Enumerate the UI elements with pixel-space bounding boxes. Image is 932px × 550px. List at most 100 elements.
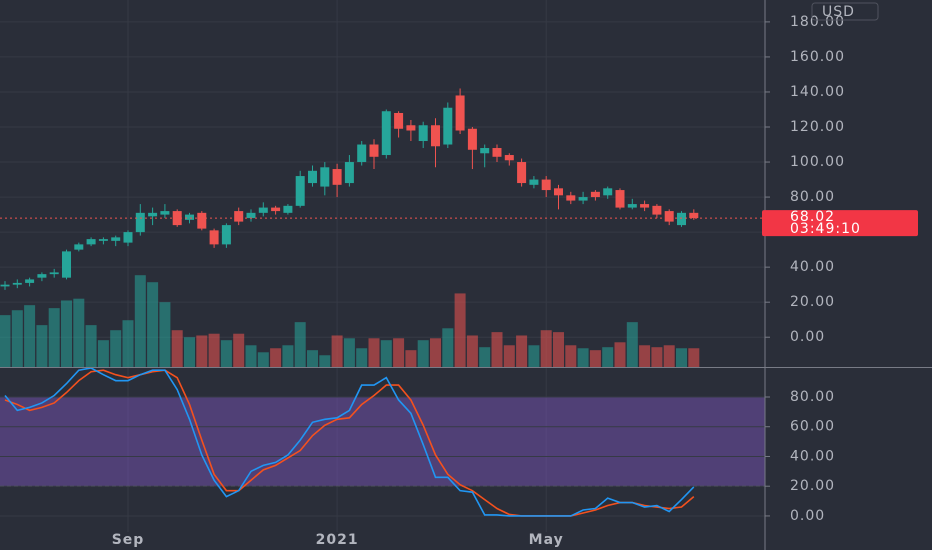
y-tick-label: 0.00: [790, 508, 825, 524]
volume-bar: [147, 282, 159, 367]
candle-body: [12, 282, 22, 285]
plot-layer: 0.00 20.00 40.00 60.00 80.00 100.00 120.00 140.…: [0, 0, 845, 532]
volume-bar: [171, 330, 183, 367]
volume-bar: [380, 340, 392, 367]
y-tick-label: 60.00: [790, 419, 835, 435]
candle-body: [603, 188, 613, 196]
candle-body: [0, 284, 10, 287]
volume-bar: [307, 350, 318, 367]
volume-bar: [184, 337, 195, 367]
candle-body: [529, 179, 539, 185]
candle-body: [492, 148, 502, 157]
volume-bar: [343, 338, 355, 367]
candle-body: [49, 272, 59, 275]
candle-body: [74, 244, 84, 250]
volume-bar: [110, 330, 122, 367]
candle-body: [406, 125, 416, 131]
candle-body: [283, 205, 293, 213]
candle-body: [467, 128, 477, 150]
last-price-box: [762, 210, 918, 237]
volume-bar: [454, 293, 466, 367]
candle-body: [135, 212, 145, 233]
last-price-label: 68.02: [790, 209, 835, 225]
candle-body: [332, 169, 342, 185]
volume-bar: [540, 330, 552, 367]
volume-bar: [368, 338, 380, 367]
candle-body: [258, 207, 268, 213]
volume-bar: [430, 338, 441, 367]
candle-body: [443, 107, 453, 145]
candle-body: [615, 190, 625, 208]
candle-body: [234, 211, 244, 222]
volume-bar: [663, 345, 675, 367]
volume-bar: [159, 302, 171, 367]
volume-bar: [405, 350, 417, 367]
candle-body: [86, 239, 96, 245]
volume-bar: [85, 325, 97, 367]
y-tick-label: 160.00: [790, 49, 845, 65]
volume-bar: [61, 300, 72, 367]
volume-bar: [196, 335, 208, 367]
band-fill: [0, 396, 765, 487]
candle-body: [554, 188, 563, 196]
candle-body: [344, 162, 354, 184]
y-tick-label: 80.00: [790, 389, 835, 405]
candle-body: [308, 170, 317, 184]
volume-bar: [134, 275, 146, 367]
candle-body: [418, 125, 428, 142]
currency-box: [811, 2, 879, 21]
volume-bar: [589, 350, 601, 367]
candle-body: [172, 211, 182, 226]
volume-bar: [48, 308, 60, 367]
y-tick-label: 40.00: [790, 259, 835, 275]
candle-body: [246, 212, 256, 219]
volume-bar: [503, 345, 515, 367]
volume-bar: [479, 347, 491, 367]
y-tick-label: 100.00: [790, 154, 845, 170]
volume-bar: [11, 310, 23, 367]
candle-body: [98, 239, 108, 241]
y-tick-label: 180.00: [790, 14, 845, 30]
candle-body: [504, 155, 514, 161]
volume-bar: [294, 322, 306, 367]
volume-bar: [602, 347, 614, 367]
volume-bar: [614, 342, 626, 367]
y-tick-label: 120.00: [790, 119, 845, 135]
candle-body: [689, 212, 699, 219]
volume-bar: [688, 348, 700, 367]
candle-body: [111, 237, 121, 241]
volume-bar: [528, 345, 540, 367]
candle-body: [197, 212, 207, 229]
volume-bar: [220, 340, 232, 367]
volume-bar: [122, 320, 134, 367]
candle-body: [185, 214, 194, 220]
volume-bar: [97, 340, 109, 367]
candle-body: [664, 211, 674, 222]
candle-body: [25, 279, 35, 283]
y-tick-label: 0.00: [790, 329, 825, 345]
volume-bar: [208, 333, 220, 367]
candle-body: [148, 212, 158, 217]
volume-bar: [516, 335, 528, 367]
candle-body: [677, 212, 686, 226]
candle-body: [517, 162, 527, 184]
candle-body: [578, 197, 588, 201]
x-tick-label: Sep: [112, 532, 145, 548]
candle-body: [357, 144, 367, 163]
volume-bar: [73, 298, 85, 367]
candle-body: [640, 204, 650, 208]
candle-body: [295, 176, 305, 206]
volume-bar: [282, 345, 294, 367]
y-tick-label: 80.00: [790, 189, 835, 205]
candle-body: [381, 111, 391, 156]
candle-body: [394, 112, 404, 129]
candle-body: [123, 232, 133, 243]
y-tick-label: 40.00: [790, 448, 835, 464]
candle-body: [37, 274, 47, 278]
volume-bar: [491, 332, 503, 367]
volume-bar: [270, 348, 282, 367]
line-series: [4, 369, 695, 517]
